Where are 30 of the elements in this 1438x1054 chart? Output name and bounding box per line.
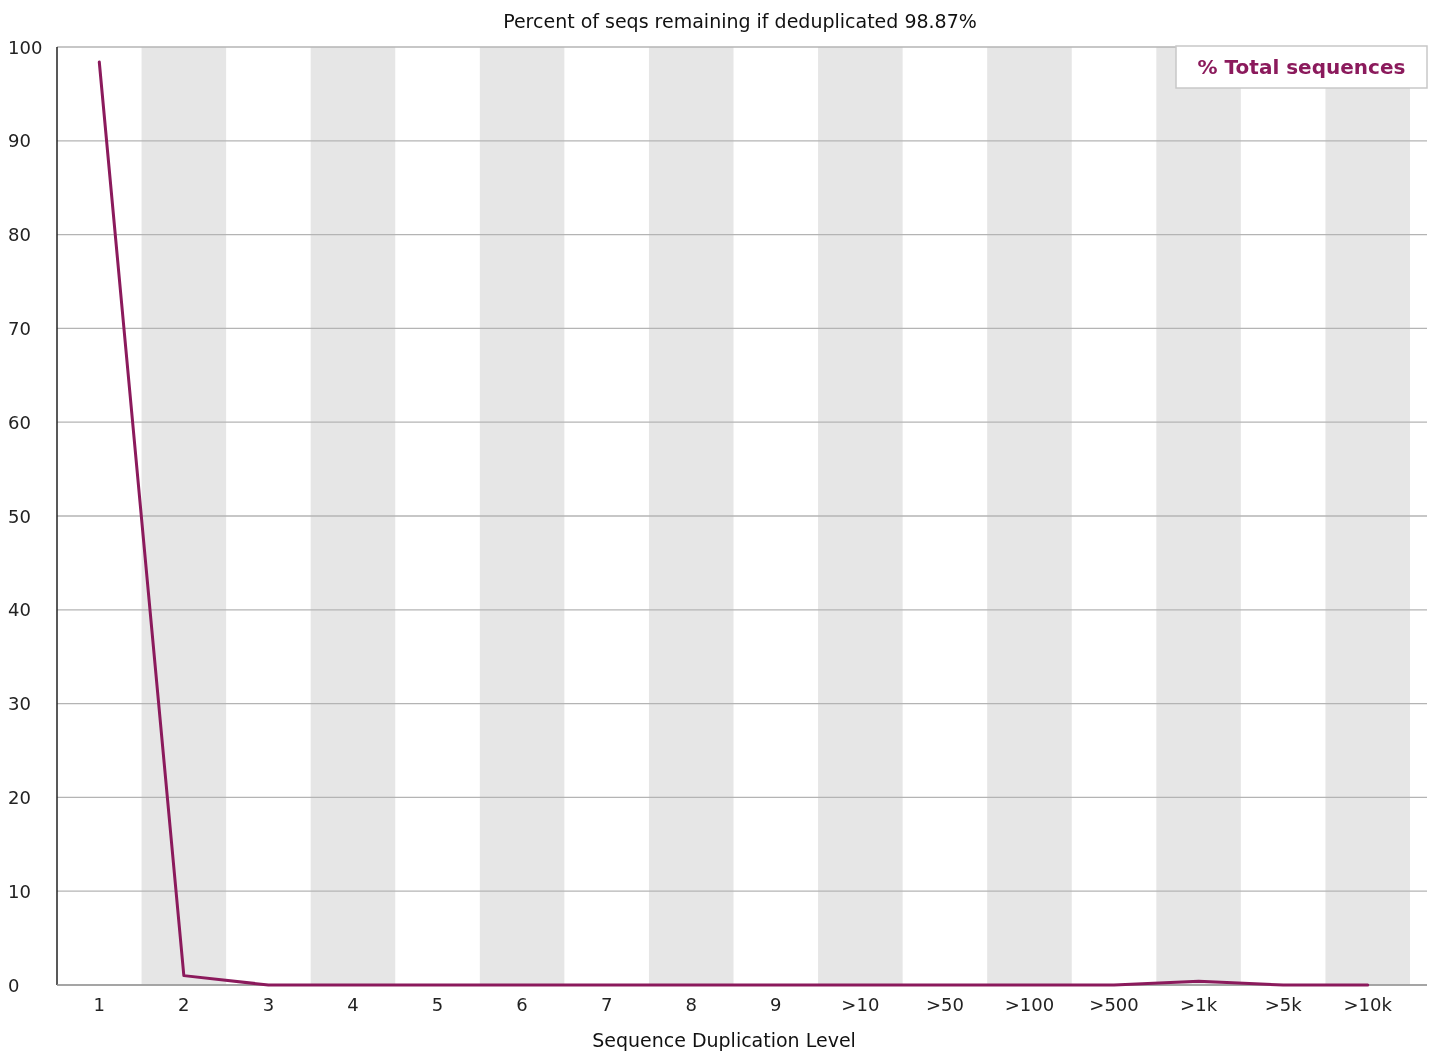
y-tick-label: 100 <box>8 36 43 58</box>
y-tick-label: 10 <box>8 880 31 902</box>
x-tick-label: >100 <box>1004 993 1055 1015</box>
x-tick-label: 5 <box>431 993 444 1015</box>
y-tick-label: 80 <box>8 224 31 246</box>
x-tick-label: 8 <box>685 993 697 1015</box>
x-tick-label: 7 <box>600 993 613 1015</box>
x-tick-label: 4 <box>347 993 359 1015</box>
text: % Total sequences <box>1197 55 1406 79</box>
y-tick-label: 70 <box>8 317 31 339</box>
x-tick-label: >10 <box>841 993 880 1015</box>
x-tick-label: 6 <box>516 993 528 1015</box>
y-tick-label: 20 <box>8 786 31 808</box>
y-tick-label: 30 <box>8 693 31 715</box>
x-tick-label: >50 <box>925 993 964 1015</box>
x-tick-label: >500 <box>1089 993 1139 1015</box>
y-tick-label: 60 <box>8 411 31 433</box>
x-tick-label: 1 <box>93 993 106 1015</box>
x-tick-label: >10k <box>1343 993 1393 1015</box>
y-tick-label: 0 <box>8 974 20 996</box>
x-tick-label: 3 <box>262 993 275 1015</box>
y-tick-label: 90 <box>8 130 31 152</box>
x-tick-label: >5k <box>1264 993 1303 1015</box>
x-tick-label: >1k <box>1180 993 1218 1015</box>
y-tick-label: 50 <box>8 505 31 527</box>
x-tick-label: 9 <box>770 993 782 1015</box>
y-tick-label: 40 <box>8 599 31 621</box>
x-axis-title: Sequence Duplication Level <box>592 1029 856 1051</box>
chart-title: Percent of seqs remaining if deduplicated 98.87% <box>503 10 977 32</box>
x-tick-label: 2 <box>178 993 190 1015</box>
